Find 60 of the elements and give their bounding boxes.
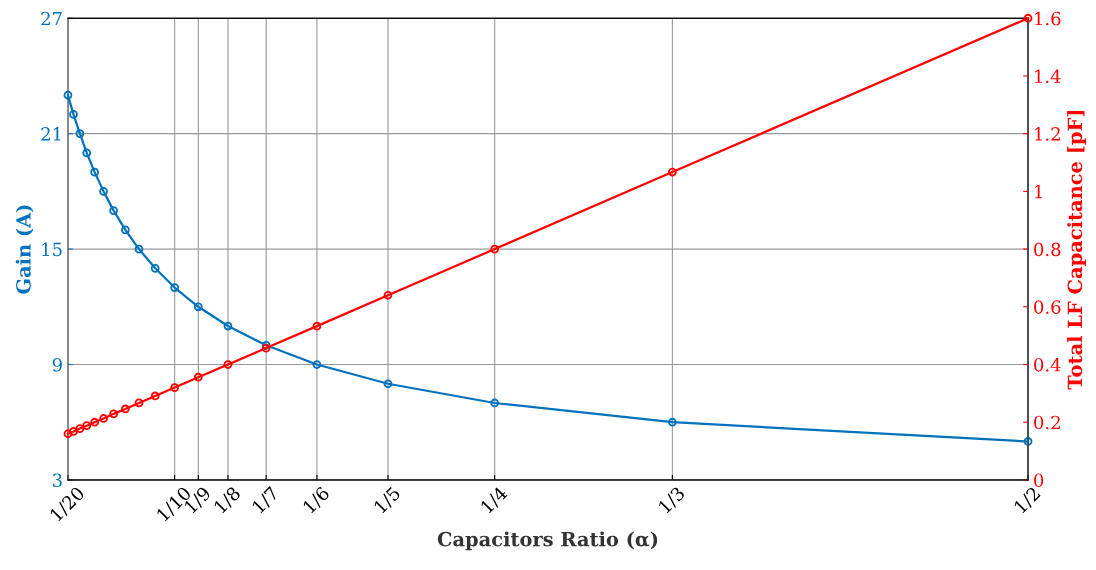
x-tick-label: 1/4 <box>479 485 509 515</box>
point <box>82 421 92 431</box>
point <box>99 187 108 196</box>
point <box>312 321 322 331</box>
point <box>490 244 500 254</box>
point <box>82 148 92 158</box>
point <box>490 398 500 408</box>
point <box>1023 437 1033 446</box>
x-tick-label: 1/5 <box>373 486 402 515</box>
point <box>134 244 144 254</box>
y2-tick-label: 1 <box>1035 184 1042 199</box>
point <box>383 290 393 300</box>
point <box>150 263 160 273</box>
y-tick-label: 27 <box>41 11 62 26</box>
point <box>109 409 118 419</box>
y2-axis-title: Total LF Capacitance [pF] <box>1067 110 1086 390</box>
point <box>383 379 393 389</box>
point <box>1023 13 1033 23</box>
y2-tick-label: 0 <box>1034 473 1044 488</box>
y-tick-label: 3 <box>52 473 62 488</box>
y-tick-label: 15 <box>42 242 62 257</box>
y-tick-label: 21 <box>41 127 61 141</box>
y2-tick-label: 0.6 <box>1034 300 1061 314</box>
point <box>90 417 99 427</box>
point <box>193 372 203 382</box>
x-tick-label: 1/7 <box>251 485 281 515</box>
point <box>193 302 203 312</box>
point <box>63 90 73 100</box>
point <box>170 283 180 292</box>
y2-tick-label: 1.2 <box>1035 127 1060 141</box>
x-axis-title: Capacitors Ratio (α) <box>437 531 658 551</box>
y2-tick-label: 1.6 <box>1035 11 1061 26</box>
x-tick-label: 1/2 <box>1013 486 1042 515</box>
point <box>63 429 73 439</box>
point <box>120 225 130 235</box>
x-tick-label: 1/3 <box>657 485 687 515</box>
point <box>99 414 108 423</box>
y2-tick-label: 0.8 <box>1034 242 1061 257</box>
point <box>109 206 118 215</box>
point <box>170 383 180 392</box>
point <box>312 360 322 369</box>
point <box>223 360 233 369</box>
y-axis-title: Gain (A) <box>15 205 34 294</box>
point <box>120 404 130 414</box>
point <box>69 427 78 436</box>
point <box>75 424 85 433</box>
point <box>90 167 99 177</box>
point <box>69 110 78 119</box>
point <box>134 398 144 408</box>
y2-tick-label: 0.2 <box>1034 415 1060 430</box>
point <box>668 167 677 177</box>
point <box>223 321 233 331</box>
y2-tick-label: 0.4 <box>1034 357 1061 372</box>
point <box>668 417 677 427</box>
point <box>75 129 85 139</box>
point <box>150 391 160 401</box>
y2-tick-label: 1.4 <box>1035 69 1061 84</box>
x-tick-label: 1/8 <box>213 485 243 515</box>
y-tick-label: 9 <box>52 357 62 372</box>
x-tick-label: 1/6 <box>302 485 332 515</box>
